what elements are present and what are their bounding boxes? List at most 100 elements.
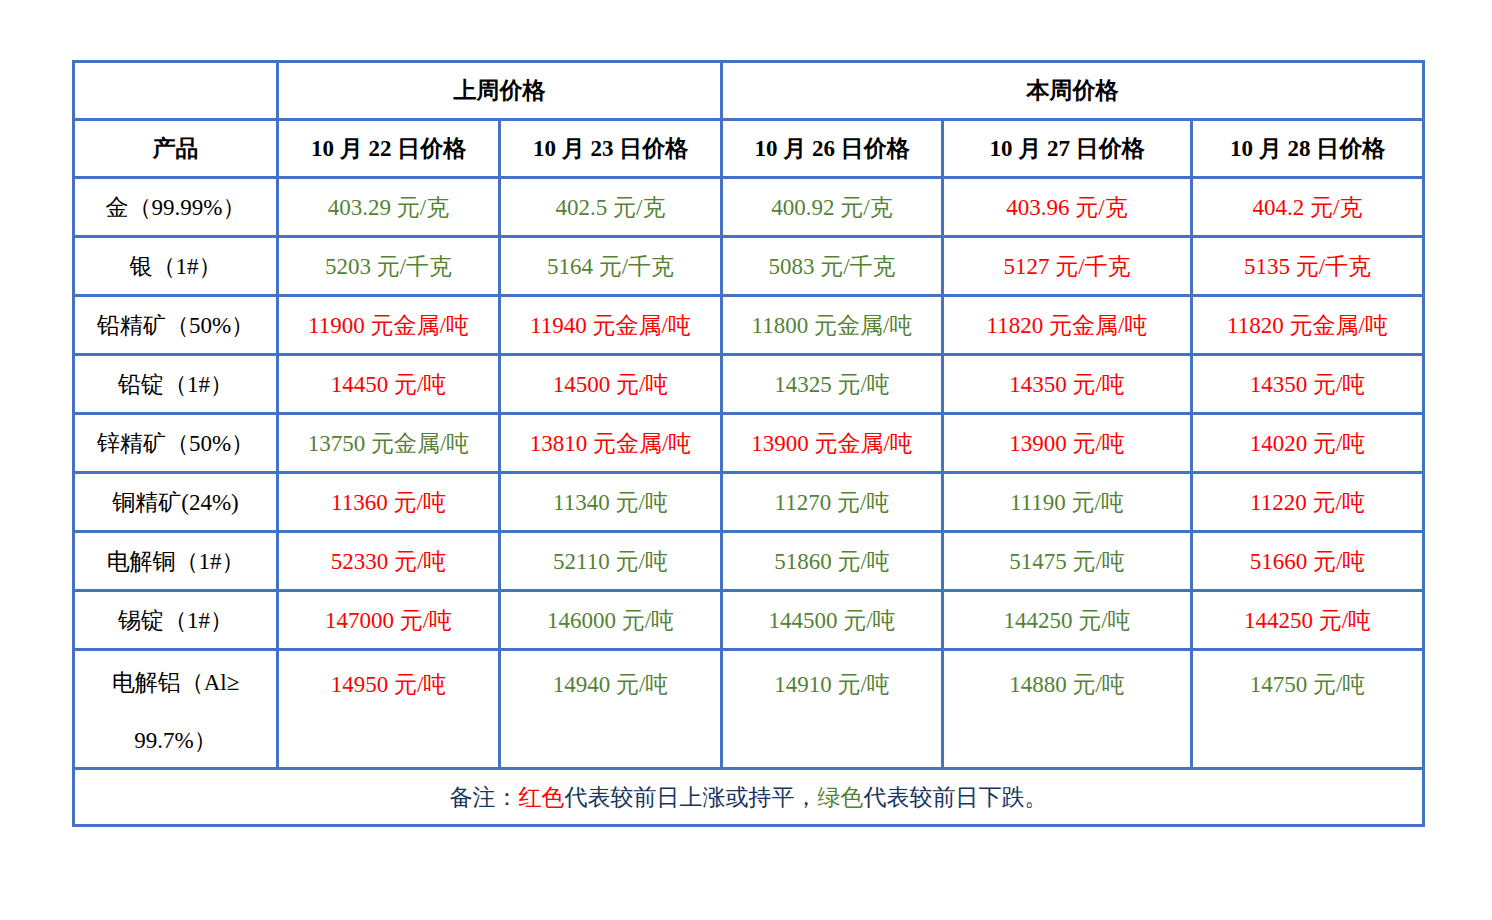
price-cell: 14350 元/吨: [1192, 355, 1424, 414]
price-cell: 5203 元/千克: [278, 237, 500, 296]
price-cell: 11900 元金属/吨: [278, 296, 500, 355]
price-value: 14500 元/吨: [553, 372, 669, 397]
price-value: 14325 元/吨: [774, 372, 890, 397]
price-value: 51860 元/吨: [774, 549, 890, 574]
price-value: 14350 元/吨: [1250, 372, 1366, 397]
price-cell: 144250 元/吨: [943, 591, 1192, 650]
group-header-row: 上周价格 本周价格: [74, 62, 1424, 120]
product-label: 电解铝（Al≥ 99.7%）: [74, 650, 278, 769]
price-value: 404.2 元/克: [1253, 195, 1363, 220]
price-cell: 14020 元/吨: [1192, 414, 1424, 473]
column-header-product: 产品: [74, 120, 278, 178]
table-row-lead-ingot: 铅锭（1#） 14450 元/吨 14500 元/吨 14325 元/吨 143…: [74, 355, 1424, 414]
price-value: 52330 元/吨: [331, 549, 447, 574]
price-value: 51475 元/吨: [1009, 549, 1125, 574]
price-value: 11270 元/吨: [775, 490, 890, 515]
table-row-lead-concentrate: 铅精矿（50%） 11900 元金属/吨 11940 元金属/吨 11800 元…: [74, 296, 1424, 355]
product-label: 铅精矿（50%）: [74, 296, 278, 355]
price-cell: 5127 元/千克: [943, 237, 1192, 296]
price-value: 5127 元/千克: [1003, 254, 1130, 279]
column-header-oct27: 10 月 27 日价格: [943, 120, 1192, 178]
price-cell: 402.5 元/克: [500, 178, 722, 237]
note-green-desc: 代表较前日下跌。: [864, 785, 1048, 810]
price-value: 400.92 元/克: [771, 195, 892, 220]
price-cell: 11190 元/吨: [943, 473, 1192, 532]
price-cell: 14350 元/吨: [943, 355, 1192, 414]
price-value: 51660 元/吨: [1250, 549, 1366, 574]
price-value: 5135 元/千克: [1244, 254, 1371, 279]
column-header-oct22: 10 月 22 日价格: [278, 120, 500, 178]
price-cell: 13900 元/吨: [943, 414, 1192, 473]
price-value: 13900 元金属/吨: [751, 431, 913, 456]
price-cell: 14450 元/吨: [278, 355, 500, 414]
price-value: 14950 元/吨: [331, 672, 447, 697]
table-row-tin-ingot: 锡锭（1#） 147000 元/吨 146000 元/吨 144500 元/吨 …: [74, 591, 1424, 650]
metal-price-report-page: 上周价格 本周价格 产品 10 月 22 日价格 10 月 23 日价格 10 …: [0, 0, 1492, 920]
price-cell: 51475 元/吨: [943, 532, 1192, 591]
price-cell: 11800 元金属/吨: [722, 296, 943, 355]
note-red-desc: 代表较前日上涨或持平，: [565, 785, 818, 810]
price-cell: 11270 元/吨: [722, 473, 943, 532]
product-label: 锌精矿（50%）: [74, 414, 278, 473]
price-cell: 5135 元/千克: [1192, 237, 1424, 296]
column-header-oct28: 10 月 28 日价格: [1192, 120, 1424, 178]
note-row: 备注：红色代表较前日上涨或持平，绿色代表较前日下跌。: [74, 769, 1424, 826]
price-value: 14910 元/吨: [774, 672, 890, 697]
price-cell: 11820 元金属/吨: [943, 296, 1192, 355]
price-cell: 13810 元金属/吨: [500, 414, 722, 473]
price-value: 11900 元金属/吨: [308, 313, 469, 338]
price-cell: 11220 元/吨: [1192, 473, 1424, 532]
column-header-oct23: 10 月 23 日价格: [500, 120, 722, 178]
price-value: 402.5 元/克: [556, 195, 666, 220]
product-label: 金（99.99%）: [74, 178, 278, 237]
price-cell: 11820 元金属/吨: [1192, 296, 1424, 355]
price-value: 13810 元金属/吨: [530, 431, 692, 456]
price-cell: 14325 元/吨: [722, 355, 943, 414]
price-cell: 403.96 元/克: [943, 178, 1192, 237]
product-label: 电解铜（1#）: [74, 532, 278, 591]
price-cell: 144250 元/吨: [1192, 591, 1424, 650]
price-cell: 404.2 元/克: [1192, 178, 1424, 237]
price-cell: 147000 元/吨: [278, 591, 500, 650]
group-header-last-week: 上周价格: [278, 62, 722, 120]
price-value: 5203 元/千克: [325, 254, 452, 279]
price-cell: 51860 元/吨: [722, 532, 943, 591]
price-value: 146000 元/吨: [547, 608, 674, 633]
table-row-gold: 金（99.99%） 403.29 元/克 402.5 元/克 400.92 元/…: [74, 178, 1424, 237]
price-cell: 11360 元/吨: [278, 473, 500, 532]
price-cell: 11340 元/吨: [500, 473, 722, 532]
price-table: 上周价格 本周价格 产品 10 月 22 日价格 10 月 23 日价格 10 …: [72, 60, 1425, 827]
price-value: 403.96 元/克: [1006, 195, 1127, 220]
product-label: 锡锭（1#）: [74, 591, 278, 650]
note-cell: 备注：红色代表较前日上涨或持平，绿色代表较前日下跌。: [74, 769, 1424, 826]
note-red-word: 红色: [519, 785, 565, 810]
price-value: 147000 元/吨: [325, 608, 452, 633]
price-cell: 14910 元/吨: [722, 650, 943, 769]
table-row-electrolytic-copper: 电解铜（1#） 52330 元/吨 52110 元/吨 51860 元/吨 51…: [74, 532, 1424, 591]
price-value: 5083 元/千克: [768, 254, 895, 279]
price-value: 144250 元/吨: [1244, 608, 1371, 633]
price-value: 13900 元/吨: [1009, 431, 1125, 456]
price-value: 14350 元/吨: [1009, 372, 1125, 397]
price-cell: 13900 元金属/吨: [722, 414, 943, 473]
note-prefix: 备注：: [450, 785, 519, 810]
price-value: 11340 元/吨: [553, 490, 668, 515]
price-cell: 5164 元/千克: [500, 237, 722, 296]
column-header-oct26: 10 月 26 日价格: [722, 120, 943, 178]
product-label: 铅锭（1#）: [74, 355, 278, 414]
price-value: 403.29 元/克: [328, 195, 449, 220]
price-value: 52110 元/吨: [553, 549, 668, 574]
table-row-copper-concentrate: 铜精矿(24%) 11360 元/吨 11340 元/吨 11270 元/吨 1…: [74, 473, 1424, 532]
price-value: 14880 元/吨: [1009, 672, 1125, 697]
price-value: 11360 元/吨: [331, 490, 446, 515]
price-value: 14750 元/吨: [1250, 672, 1366, 697]
product-label-line1: 电解铝（Al≥: [75, 669, 276, 697]
price-cell: 13750 元金属/吨: [278, 414, 500, 473]
note-green-word: 绿色: [818, 785, 864, 810]
price-cell: 11940 元金属/吨: [500, 296, 722, 355]
price-value: 144500 元/吨: [768, 608, 895, 633]
product-label: 银（1#）: [74, 237, 278, 296]
price-value: 5164 元/千克: [547, 254, 674, 279]
price-cell: 52110 元/吨: [500, 532, 722, 591]
price-value: 11940 元金属/吨: [530, 313, 691, 338]
